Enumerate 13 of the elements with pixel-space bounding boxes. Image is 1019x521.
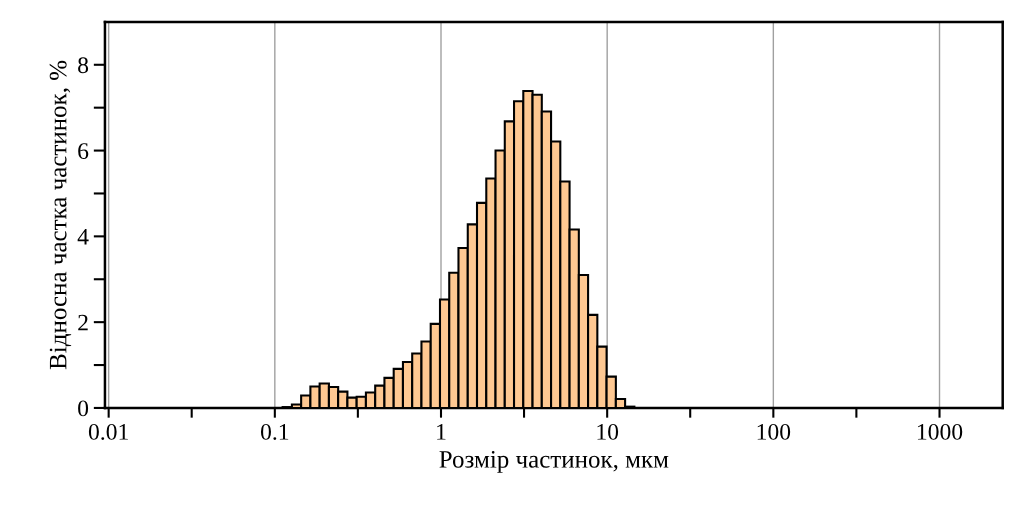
x-tick-label: 100 [757,423,791,440]
y-tick-label: 0 [78,400,89,417]
y-tick-label: 6 [78,143,89,159]
x-tick-label: 10 [597,423,619,440]
y-axis-title: Відносна частка частинок, % [49,60,72,370]
y-tick-label: 4 [77,229,89,245]
x-axis-title: Розмір частинок, мкм [439,450,669,473]
x-tick-label: 0.1 [260,423,289,440]
y-tick-label: 2 [78,314,88,331]
x-tick-label: 1 [437,424,446,440]
y-tick-label: 8 [78,57,89,74]
x-tick-label: 0.01 [88,423,128,440]
x-tick-label: 1000 [917,423,963,440]
